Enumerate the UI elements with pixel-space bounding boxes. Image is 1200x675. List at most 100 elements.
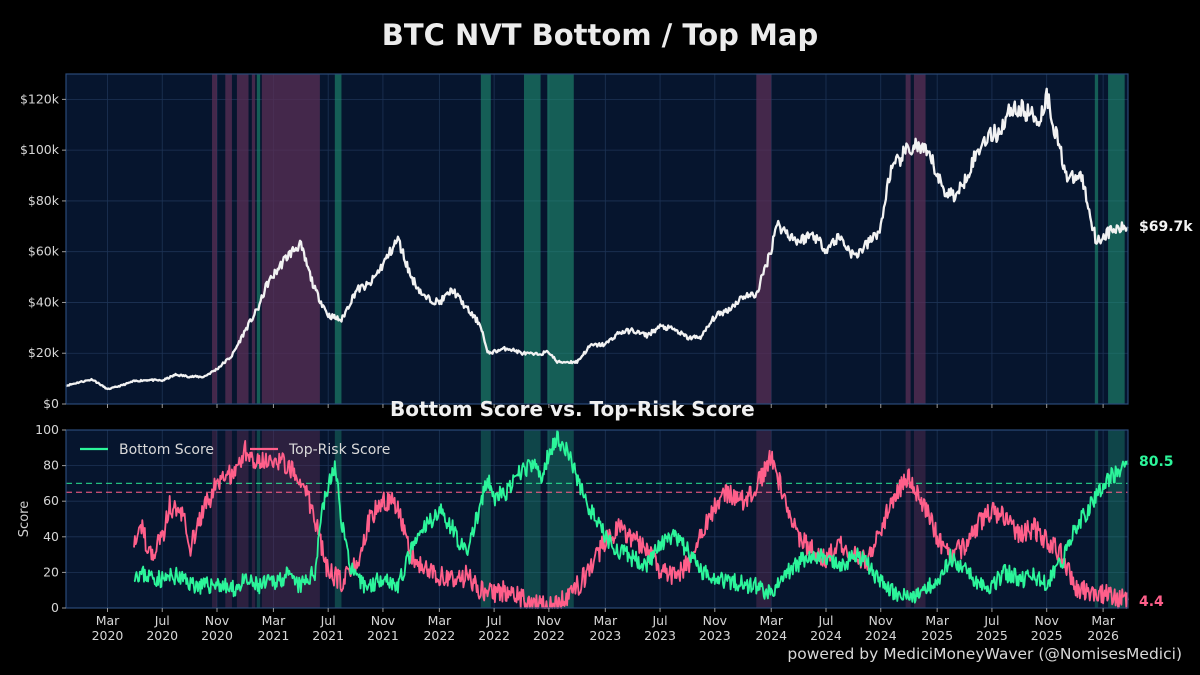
price-y-axis: $0 $20k $40k $60k $80k $100k $120k [20, 91, 66, 411]
top-risk-band [756, 74, 772, 404]
x-tick-month: Mar [594, 613, 618, 628]
bottom-band [523, 430, 541, 608]
top-risk-band [913, 74, 926, 404]
price-y-tick-label: $100k [20, 142, 60, 157]
x-tick-year: 2024 [810, 628, 842, 643]
x-tick-month: Mar [262, 613, 286, 628]
x-tick-year: 2025 [976, 628, 1008, 643]
x-tick-month: Jul [652, 613, 668, 628]
x-tick-month: Jul [154, 613, 170, 628]
x-tick-year: 2020 [92, 628, 124, 643]
x-tick-year: 2025 [921, 628, 953, 643]
x-tick-month: Jul [983, 613, 999, 628]
legend-bottom-label: Bottom Score [119, 442, 214, 458]
x-tick-year: 2025 [1031, 628, 1063, 643]
x-tick-year: 2022 [423, 628, 455, 643]
top-risk-score-line [133, 440, 1129, 609]
x-tick-month: Nov [371, 613, 396, 628]
x-tick-year: 2021 [367, 628, 399, 643]
top-risk-band [251, 74, 256, 404]
chart-title: BTC NVT Bottom / Top Map [381, 18, 819, 52]
x-tick-year: 2023 [644, 628, 676, 643]
x-tick-year: 2024 [755, 628, 787, 643]
x-tick-year: 2021 [312, 628, 344, 643]
x-tick-month: Mar [96, 613, 120, 628]
x-tick-month: Nov [1034, 613, 1059, 628]
x-tick-month: Jul [486, 613, 502, 628]
x-tick-month: Mar [428, 613, 452, 628]
price-y-tick-label: $60k [28, 244, 60, 259]
price-end-label: $69.7k [1139, 219, 1193, 235]
score-legend: Bottom Score Top-Risk Score [80, 442, 390, 458]
score-y-tick-label: 80 [43, 458, 59, 473]
top-risk-band [905, 430, 911, 608]
price-plot-frame [65, 73, 1129, 405]
x-tick-month: Mar [759, 613, 783, 628]
price-y-tick-label: $120k [20, 91, 60, 106]
top-risk-band [251, 430, 256, 608]
score-y-tick-label: 60 [43, 493, 59, 508]
bottom-band [1108, 430, 1125, 608]
price-x-ticks [106, 404, 1104, 408]
top-risk-band [225, 74, 232, 404]
price-y-tick-label: $80k [28, 193, 60, 208]
price-panel: $0 $20k $40k $60k $80k $100k $120k $69.7k [20, 73, 1193, 411]
x-tick-month: Nov [703, 613, 728, 628]
score-y-tick-label: 40 [43, 529, 59, 544]
bottom-band [480, 430, 491, 608]
x-tick-month: Jul [320, 613, 336, 628]
top-risk-band [913, 430, 926, 608]
score-y-tick-label: 100 [35, 422, 59, 437]
price-y-tick-label: $40k [28, 294, 60, 309]
price-y-tick-label: $20k [28, 345, 60, 360]
bottom-score-line [133, 429, 1129, 604]
top-risk-band [236, 430, 249, 608]
score-y-axis: 0 20 40 60 80 100 [35, 422, 66, 615]
x-tick-month: Mar [925, 613, 949, 628]
bottom-band [1094, 430, 1099, 608]
top-score-end-label: 4.4 [1139, 594, 1164, 610]
bottom-band [547, 74, 574, 404]
bottom-band [334, 430, 342, 608]
top-risk-band [212, 74, 218, 404]
x-tick-year: 2023 [589, 628, 621, 643]
bottom-band [334, 74, 342, 404]
bottom-band [1108, 74, 1125, 404]
score-y-tick-label: 0 [51, 600, 59, 615]
x-tick-month: Nov [205, 613, 230, 628]
x-tick-month: Mar [1091, 613, 1115, 628]
top-risk-band [236, 74, 249, 404]
price-y-tick-label: $0 [43, 396, 59, 411]
score-y-tick-label: 20 [43, 564, 59, 579]
x-tick-year: 2021 [258, 628, 290, 643]
legend-top-label: Top-Risk Score [288, 442, 390, 458]
x-tick-year: 2022 [478, 628, 510, 643]
x-tick-year: 2024 [865, 628, 897, 643]
bottom-band [256, 74, 261, 404]
bottom-band [1094, 74, 1099, 404]
score-x-axis: Mar2020Jul2020Nov2020Mar2021Jul2021Nov20… [92, 608, 1119, 643]
x-tick-month: Nov [869, 613, 894, 628]
score-panel-title: Bottom Score vs. Top-Risk Score [390, 397, 755, 421]
top-risk-band [905, 74, 911, 404]
top-risk-band [225, 430, 232, 608]
footer-credit: powered by MediciMoneyWaver (@NomisesMed… [787, 645, 1182, 663]
x-tick-month: Jul [817, 613, 833, 628]
x-tick-month: Nov [537, 613, 562, 628]
price-signal-bands [212, 74, 1125, 404]
btc-price-line [65, 87, 1129, 391]
x-tick-year: 2020 [146, 628, 178, 643]
bottom-band [480, 74, 491, 404]
bottom-score-end-label: 80.5 [1139, 454, 1174, 470]
x-tick-year: 2023 [699, 628, 731, 643]
top-risk-band [261, 74, 320, 404]
score-y-axis-label: Score [17, 501, 32, 537]
x-tick-year: 2020 [201, 628, 233, 643]
x-tick-year: 2026 [1087, 628, 1119, 643]
bottom-band [256, 430, 261, 608]
top-risk-band [212, 430, 218, 608]
x-tick-year: 2022 [533, 628, 565, 643]
bottom-band [523, 74, 541, 404]
